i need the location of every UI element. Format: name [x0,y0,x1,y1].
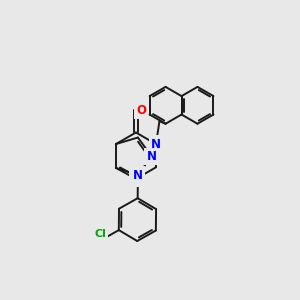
Text: N: N [133,169,143,182]
Text: N: N [151,138,161,151]
Text: O: O [136,104,146,117]
Text: N: N [146,150,157,163]
Text: Cl: Cl [94,230,106,239]
Text: N: N [131,172,141,185]
